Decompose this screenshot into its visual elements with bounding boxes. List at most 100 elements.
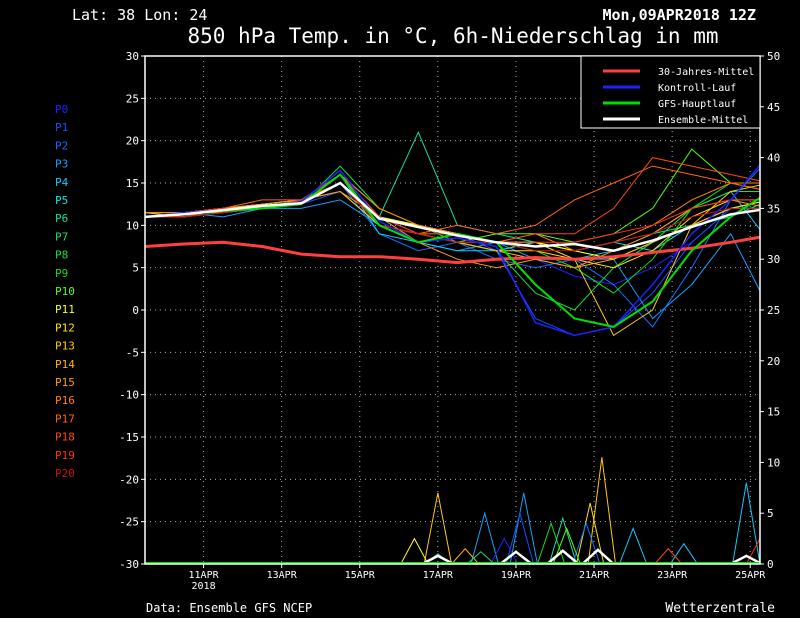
x-tick-label: 23APR — [657, 570, 688, 581]
series-group — [145, 130, 760, 564]
member-label-P0: P0 — [55, 103, 68, 116]
legend-label: Ensemble-Mittel — [658, 115, 748, 126]
member-line-P11 — [145, 182, 760, 260]
y-tick-label-left: 15 — [126, 177, 139, 190]
mean-precip-spike — [421, 554, 455, 564]
members-legend: P0 P1 P2 P3 P4 P5 P6 P7 P8 P9 P10 P11 P12 P13 P14 P15 P1… — [55, 103, 75, 480]
y-tick-label-right: 0 — [767, 558, 774, 571]
precip-spike-P13 — [423, 492, 453, 564]
member-line-P7 — [145, 182, 760, 252]
y-tick-label-right: 25 — [767, 304, 780, 317]
gfs-main-run-line — [145, 173, 760, 328]
mean-precip-spike — [581, 548, 615, 564]
member-line-P17 — [145, 165, 760, 235]
member-line-P6 — [145, 130, 760, 260]
y-tick-label-left: -5 — [126, 346, 139, 359]
member-line-P12 — [145, 190, 760, 269]
x-tick-label: 21APR — [579, 570, 610, 581]
precip-spike-P4 — [618, 527, 648, 564]
x-tick-label: 15APR — [345, 570, 376, 581]
member-line-P4 — [145, 173, 760, 260]
y-tick-label-left: -25 — [119, 516, 139, 529]
member-label-P9: P9 — [55, 267, 68, 280]
member-line-P20 — [145, 182, 760, 252]
y-tick-label-left: 10 — [126, 219, 139, 232]
ensemble-mean-line — [145, 181, 760, 252]
y-tick-label-right: 35 — [767, 202, 780, 215]
precip-spike-P3 — [509, 492, 538, 564]
x-tick-label: 13APR — [267, 570, 298, 581]
precip-spike-P4 — [669, 542, 698, 564]
y-tick-label-left: 5 — [132, 262, 139, 275]
member-label-P15: P15 — [55, 376, 75, 389]
chart-title: 850 hPa Temp. in °C, 6h-Niederschlag in … — [187, 24, 718, 48]
y-tick-label-right: 15 — [767, 406, 780, 419]
climate-mean-line — [145, 235, 760, 265]
y-tick-label-left: 20 — [126, 135, 139, 148]
precip-spike-P0 — [490, 537, 519, 564]
member-line-P5 — [145, 182, 760, 252]
y-tick-label-left: 30 — [126, 50, 139, 63]
member-line-P0 — [145, 173, 760, 286]
precip-spike-P2 — [572, 521, 601, 564]
data-source-label: Data: Ensemble GFS NCEP — [146, 601, 312, 615]
member-label-P17: P17 — [55, 412, 75, 425]
mean-precip-spike — [730, 554, 760, 564]
member-label-P18: P18 — [55, 431, 75, 444]
y-tick-label-left: -15 — [119, 431, 139, 444]
member-line-P16 — [145, 173, 760, 252]
y-tick-label-left: -10 — [119, 389, 139, 402]
grid — [145, 56, 760, 564]
y-tick-label-right: 10 — [767, 456, 780, 469]
member-label-P19: P19 — [55, 449, 75, 462]
run-time-label: Mon,09APR2018 12Z — [602, 6, 756, 24]
mean-precip-spike — [546, 549, 580, 564]
location-label: Lat: 38 Lon: 24 — [72, 6, 207, 24]
precip-spike-P19 — [745, 537, 760, 564]
x-tick-label: 19APR — [501, 570, 532, 581]
precip-spike-P9 — [536, 521, 566, 564]
y-tick-label-right: 20 — [767, 355, 780, 368]
member-label-P13: P13 — [55, 340, 75, 353]
mean-precip-spike — [499, 550, 533, 564]
y-tick-label-right: 50 — [767, 50, 780, 63]
member-label-P8: P8 — [55, 249, 68, 262]
member-label-P2: P2 — [55, 139, 68, 152]
member-label-P5: P5 — [55, 194, 68, 207]
precip-spike-P4 — [732, 482, 760, 564]
precip-spike-P13 — [587, 457, 617, 564]
member-label-P4: P4 — [55, 176, 69, 189]
precip-spike-P7 — [466, 551, 495, 564]
precip-spike-P12 — [575, 502, 605, 564]
member-label-P10: P10 — [55, 285, 75, 298]
legend-label: 30-Jahres-Mittel — [658, 67, 754, 78]
x-tick-label: 25APR — [735, 570, 766, 581]
member-line-P15 — [145, 190, 760, 269]
axes: -30 -25 -20 -15 -10 -5 0 5 10 15 20 25 30 0 5 10 15 20 25 3… — [119, 50, 780, 592]
legend-label: GFS-Hauptlauf — [658, 99, 736, 110]
legend: 30-Jahres-Mittel Kontroll-Lauf GFS-Hauptla… — [580, 55, 761, 129]
member-label-P7: P7 — [55, 230, 68, 243]
precip-spike-P3 — [470, 511, 499, 564]
y-tick-label-right: 45 — [767, 101, 780, 114]
legend-box — [580, 55, 761, 129]
legend-label: Kontroll-Lauf — [658, 83, 736, 94]
member-label-P16: P16 — [55, 394, 75, 407]
member-label-P1: P1 — [55, 121, 68, 134]
member-label-P3: P3 — [55, 158, 68, 171]
member-label-P14: P14 — [55, 358, 75, 371]
y-tick-label-left: -30 — [119, 558, 139, 571]
member-label-P12: P12 — [55, 321, 75, 334]
member-label-P6: P6 — [55, 212, 68, 225]
precip-spike-P18 — [654, 548, 683, 564]
y-tick-label-left: 0 — [132, 304, 139, 317]
y-tick-label-right: 40 — [767, 152, 780, 165]
plot-frame — [144, 55, 761, 565]
precip-spike-P14 — [451, 548, 480, 564]
brand-label: Wetterzentrale — [665, 601, 775, 616]
x-tick-sublabel: 2018 — [192, 581, 216, 592]
x-tick-label: 17APR — [423, 570, 454, 581]
y-tick-label-left: 25 — [126, 92, 139, 105]
y-tick-label-right: 5 — [767, 507, 774, 520]
